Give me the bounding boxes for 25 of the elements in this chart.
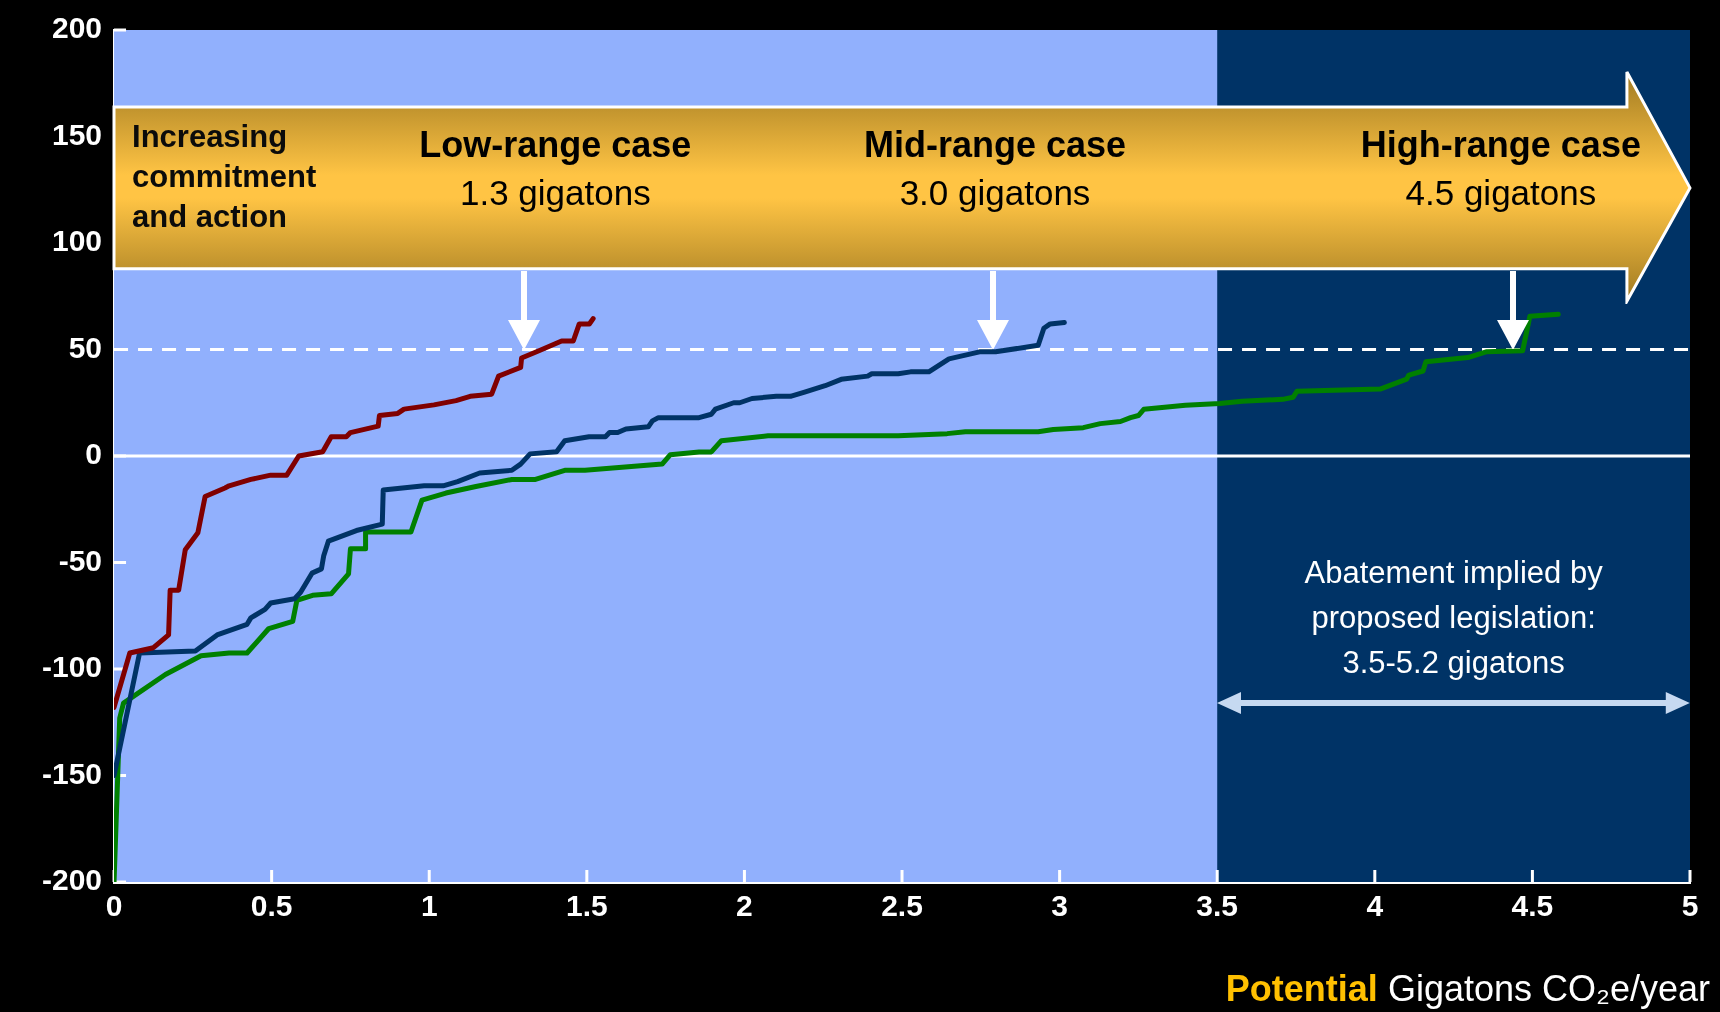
y-tick-label: -100: [42, 650, 103, 684]
x-tick-label: 5: [1681, 889, 1699, 923]
y-tick-label: 100: [51, 224, 103, 258]
annotation: Increasing commitment and action: [132, 117, 318, 236]
x-tick-label: 1: [420, 889, 438, 923]
x-tick-label: 4: [1366, 889, 1384, 923]
y-tick-label: -150: [42, 756, 103, 790]
annotation: Mid-range case 3.0 gigatons: [862, 122, 1128, 214]
y-tick-label: 0: [85, 437, 103, 471]
x-tick-label: 0.5: [250, 889, 293, 923]
y-tick-label: -50: [58, 543, 103, 577]
annotation: Abatement implied by proposed legislation: 3.5-5.2 gigatons: [1303, 553, 1604, 682]
annotation: High-range case 4.5 gigatons: [1359, 122, 1642, 214]
x-tick-label: 1.5: [565, 889, 608, 923]
x-tick-label: 3.5: [1196, 889, 1239, 923]
annotation: Low-range case 1.3 gigatons: [418, 122, 693, 214]
y-tick-label: 200: [51, 11, 103, 45]
x-tick-label: 2: [736, 889, 753, 923]
x-tick-label: 3: [1051, 889, 1068, 923]
y-tick-label: 150: [51, 117, 103, 151]
x-axis-title: Potential Gigatons CO₂e/year: [1225, 968, 1710, 1009]
x-tick-label: 4.5: [1511, 889, 1554, 923]
y-tick-label: 50: [68, 330, 103, 364]
x-tick-label: 2.5: [881, 889, 923, 923]
y-tick-label: -200: [42, 863, 103, 897]
